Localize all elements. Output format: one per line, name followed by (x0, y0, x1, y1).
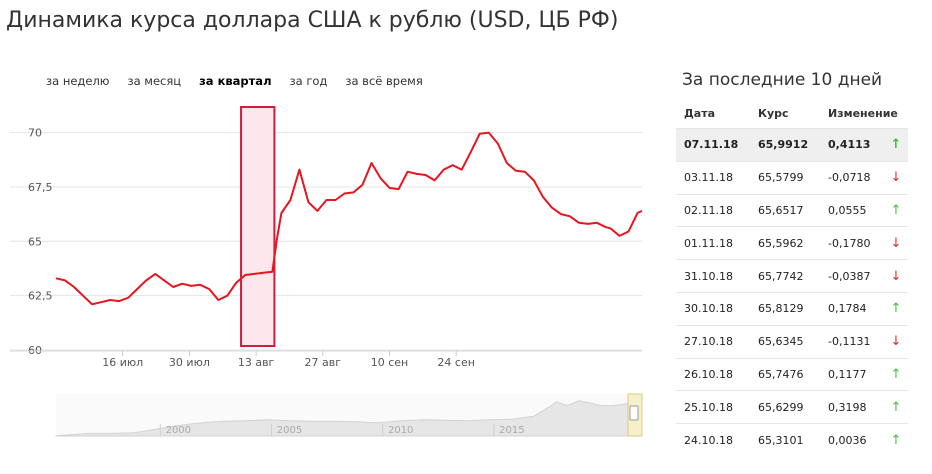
row-rate: 65,6517 (750, 193, 820, 227)
row-change: -0,1131 (820, 324, 884, 359)
row-date: 31.10.18 (676, 259, 750, 293)
arrow-down-icon: ↓ (884, 160, 908, 195)
y-tick-label: 70 (28, 127, 42, 140)
table-row: 02.11.18 65,6517 0,0555 ↑ (676, 193, 908, 227)
arrow-down-icon: ↓ (884, 226, 908, 260)
navigator-year-label: 2010 (388, 425, 413, 436)
row-date: 27.10.18 (676, 324, 750, 359)
row-change: -0,0718 (820, 160, 884, 195)
table-row: 01.11.18 65,5962 -0,1780 ↓ (676, 226, 908, 260)
row-change: 0,4113 (820, 128, 884, 162)
row-change: 0,0555 (820, 193, 884, 227)
table-row: 27.10.18 65,6345 -0,1131 ↓ (676, 324, 908, 359)
rates-table-body: 07.11.18 65,9912 0,4113 ↑ 03.11.18 65,5799 -0,… (676, 128, 908, 456)
arrow-up-icon: ↑ (884, 390, 908, 424)
arrow-up-icon: ↑ (884, 357, 908, 391)
arrow-down-icon: ↓ (884, 324, 908, 359)
tab-year[interactable]: за год (289, 74, 328, 88)
navigator-year-label: 2000 (166, 425, 191, 436)
navigator-area (55, 400, 643, 437)
row-rate: 65,7742 (750, 259, 820, 293)
x-tick-label: 10 сен (371, 356, 409, 369)
row-rate: 65,5799 (750, 160, 820, 195)
row-rate: 65,6345 (750, 324, 820, 359)
table-row: 07.11.18 65,9912 0,4113 ↑ (676, 128, 908, 162)
row-rate: 65,8129 (750, 291, 820, 326)
table-row: 24.10.18 65,3101 0,0036 ↑ (676, 423, 908, 456)
table-row: 25.10.18 65,6299 0,3198 ↑ (676, 390, 908, 424)
header-date: Дата (684, 106, 716, 120)
navigator-handle[interactable] (629, 405, 639, 421)
x-tick-label: 30 июл (169, 356, 210, 369)
y-tick-label: 65 (28, 235, 42, 248)
table-row: 26.10.18 65,7476 0,1177 ↑ (676, 357, 908, 391)
row-change: -0,0387 (820, 259, 884, 293)
table-row: 30.10.18 65,8129 0,1784 ↑ (676, 291, 908, 326)
row-date: 02.11.18 (676, 193, 750, 227)
header-rate: Курс (758, 106, 789, 120)
arrow-up-icon: ↑ (884, 193, 908, 227)
table-row: 03.11.18 65,5799 -0,0718 ↓ (676, 160, 908, 195)
row-rate: 65,9912 (750, 128, 820, 162)
row-change: -0,1780 (820, 226, 884, 260)
row-rate: 65,5962 (750, 226, 820, 260)
row-date: 25.10.18 (676, 390, 750, 424)
arrow-up-icon: ↑ (884, 291, 908, 326)
x-tick-label: 13 авг (238, 356, 275, 369)
row-date: 26.10.18 (676, 357, 750, 391)
navigator-year-label: 2005 (277, 425, 302, 436)
tab-quarter[interactable]: за квартал (199, 74, 272, 88)
y-tick-label: 67,5 (28, 181, 53, 194)
header-change: Изменение (828, 106, 898, 120)
period-tabs: за неделю за месяц за квартал за год за … (46, 74, 423, 88)
row-date: 07.11.18 (676, 128, 750, 162)
tab-month[interactable]: за месяц (127, 74, 182, 88)
row-date: 30.10.18 (676, 291, 750, 326)
row-date: 01.11.18 (676, 226, 750, 260)
tab-all-time[interactable]: за всё время (345, 74, 423, 88)
rates-table: Дата Курс Изменение 07.11.18 65,9912 0,411… (676, 98, 908, 456)
arrow-up-icon: ↑ (884, 128, 908, 162)
row-rate: 65,6299 (750, 390, 820, 424)
navigator-year-label: 2015 (499, 425, 524, 436)
tab-week[interactable]: за неделю (46, 74, 110, 88)
row-rate: 65,7476 (750, 357, 820, 391)
row-change: 0,3198 (820, 390, 884, 424)
recent-rates-title: За последние 10 дней (682, 70, 883, 90)
page-title: Динамика курса доллара США к рублю (USD,… (6, 8, 619, 33)
x-tick-label: 27 авг (305, 356, 342, 369)
table-row: 31.10.18 65,7742 -0,0387 ↓ (676, 259, 908, 293)
recent-rates-panel: За последние 10 дней Дата Курс Изменение… (676, 70, 908, 456)
row-change: 0,1784 (820, 291, 884, 326)
series-line (55, 131, 643, 306)
row-date: 24.10.18 (676, 423, 750, 456)
y-tick-label: 62,5 (28, 290, 53, 303)
row-date: 03.11.18 (676, 160, 750, 195)
arrow-down-icon: ↓ (884, 259, 908, 293)
row-rate: 65,3101 (750, 423, 820, 456)
highlight-range[interactable] (240, 106, 276, 347)
x-tick-label: 24 сен (437, 356, 475, 369)
table-header-row: Дата Курс Изменение (676, 98, 908, 129)
row-change: 0,1177 (820, 357, 884, 391)
navigator-chart[interactable]: 2000 2005 2010 2015 (0, 392, 650, 440)
arrow-up-icon: ↑ (884, 423, 908, 456)
row-change: 0,0036 (820, 423, 884, 456)
x-tick-label: 16 июл (102, 356, 143, 369)
